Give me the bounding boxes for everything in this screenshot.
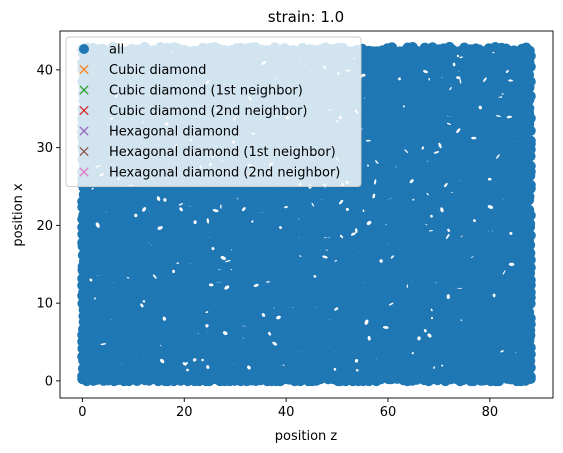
legend-marker-circle — [79, 44, 89, 54]
x-axis-label: position z — [275, 429, 338, 444]
scatter-point — [467, 339, 478, 350]
x-tick-label: 0 — [78, 405, 86, 420]
scatter-point — [152, 243, 163, 254]
legend-label: Hexagonal diamond — [109, 125, 239, 140]
scatter-point — [432, 358, 443, 369]
scatter-point — [142, 243, 153, 254]
legend: all Cubic diamond Cubic diamond (1st neigh… — [65, 36, 362, 187]
y-axis-label: position x — [11, 183, 26, 247]
y-tick-label: 40 — [36, 63, 53, 78]
legend-label: all — [109, 43, 124, 58]
y-tick-label: 30 — [36, 141, 53, 156]
scatter-point — [525, 179, 536, 191]
scatter-point — [421, 320, 433, 331]
scatter-point — [525, 247, 536, 259]
legend-label: Hexagonal diamond (1st neighbor) — [109, 145, 336, 160]
x-tick-label: 40 — [278, 405, 295, 420]
scatter-point — [264, 306, 275, 317]
x-axis: 0 20 40 60 80 — [78, 398, 498, 420]
y-tick-label: 20 — [36, 219, 53, 234]
scatter-point — [524, 45, 535, 56]
legend-label: Cubic diamond (1st neighbor) — [109, 84, 303, 99]
y-axis: 0 10 20 30 40 — [36, 63, 60, 389]
scatter-point — [525, 371, 536, 382]
x-tick-label: 80 — [482, 405, 499, 420]
scatter-point — [182, 262, 194, 274]
legend-label: Cubic diamond — [109, 63, 206, 78]
scatter-point — [305, 320, 316, 331]
scatter-point — [131, 375, 143, 386]
x-tick-label: 20 — [176, 405, 193, 420]
legend-label: Cubic diamond (2nd neighbor) — [109, 104, 307, 119]
scatter-point — [523, 306, 535, 318]
chart-title: strain: 1.0 — [268, 8, 344, 26]
legend-label: Hexagonal diamond (2nd neighbor) — [109, 166, 340, 181]
x-tick-label: 60 — [380, 405, 397, 420]
scatter-point — [462, 256, 474, 267]
scatter-point — [525, 287, 536, 298]
scatter-point — [442, 370, 454, 382]
y-tick-label: 10 — [36, 297, 53, 312]
scatter-point — [525, 262, 536, 273]
scatter-point — [427, 281, 438, 292]
y-tick-label: 0 — [45, 374, 53, 389]
scatter-gap — [487, 177, 492, 181]
